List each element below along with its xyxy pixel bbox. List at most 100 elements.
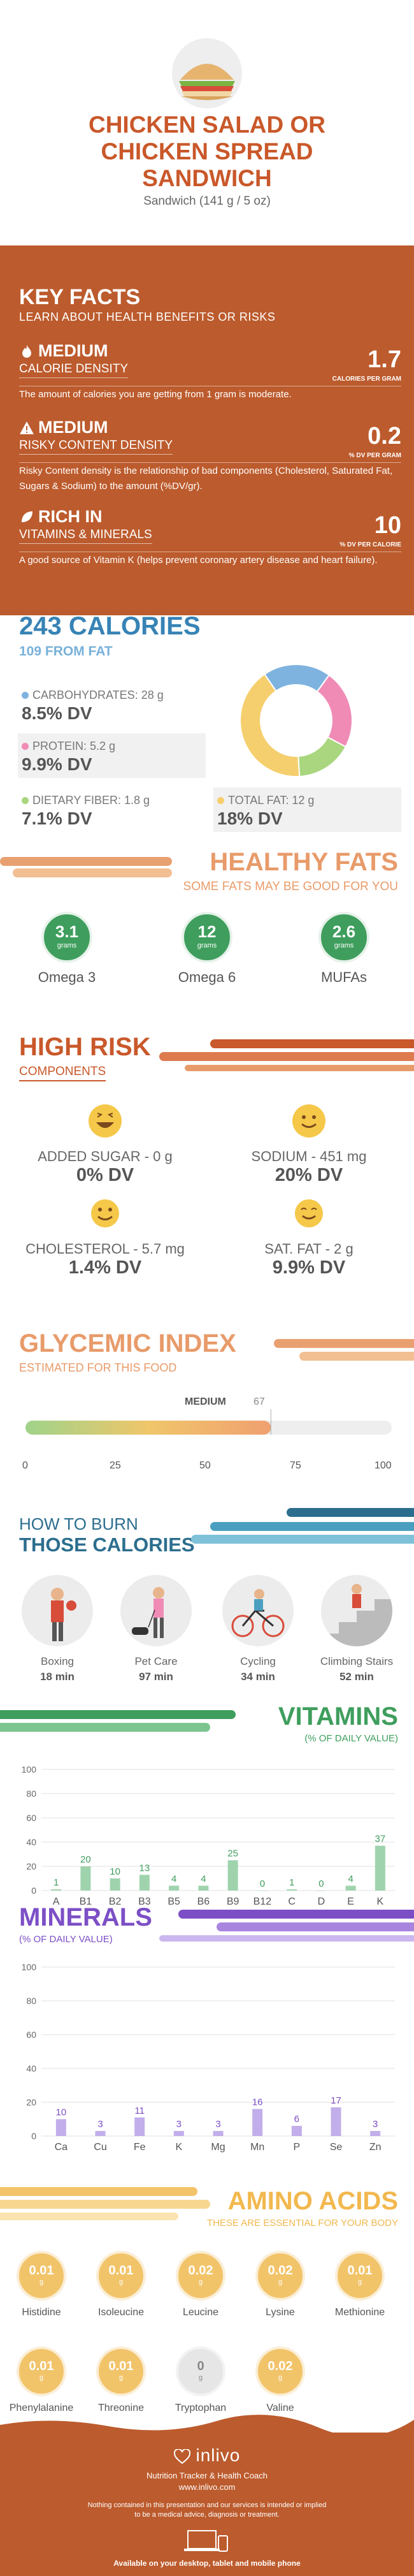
burn-time: 52 min <box>339 1671 374 1683</box>
bar-value-label: 3 <box>97 2119 103 2130</box>
risk-dv: 0% DV <box>76 1165 134 1185</box>
glycemic-ticks: 0 25 50 75 100 <box>19 1460 395 1474</box>
amino-item: 0.01 g Phenylalanine <box>6 2346 76 2414</box>
bar <box>370 2131 381 2136</box>
glycemic-title: GLYCEMIC INDEX <box>19 1329 236 1358</box>
risk-dv: 1.4% DV <box>68 1257 142 1278</box>
fat-value: 12 <box>197 922 217 941</box>
amino-label: Methionine <box>334 2307 385 2318</box>
carbs-dot-icon <box>22 692 29 699</box>
burn-label: Cycling <box>240 1655 276 1667</box>
amino-label: Isoleucine <box>97 2307 145 2318</box>
bar-value-label: 16 <box>252 2097 263 2108</box>
heart-logo-icon <box>173 2448 190 2464</box>
key-facts-subtitle: LEARN ABOUT HEALTH BENEFITS OR RISKS <box>19 311 276 323</box>
devices-icon <box>184 2530 228 2552</box>
amino-circle: 0.01 g <box>335 2251 385 2301</box>
leaf-icon <box>22 511 32 522</box>
fact-description: A good source of Vitamin K (helps preven… <box>19 555 378 566</box>
key-facts-title: KEY FACTS <box>19 285 141 309</box>
amino-label: Lysine <box>266 2307 295 2318</box>
burn-time: 34 min <box>241 1671 275 1683</box>
burn-title-a: HOW TO BURN <box>19 1514 138 1533</box>
amino-value: 0.01 <box>108 2359 134 2373</box>
bar <box>51 1889 62 1891</box>
amino-item: 0.02 g Valine <box>245 2346 315 2414</box>
page-title: CHICKEN SALAD OR CHICKEN SPREAD SANDWICH <box>0 112 414 192</box>
macro-protein: PROTEIN: 5.2 g 9.9% DV <box>18 733 206 778</box>
risk-label: CHOLESTEROL - 5.7 mg <box>25 1241 185 1257</box>
y-tick-label: 80 <box>26 1789 36 1799</box>
burn-time: 97 min <box>139 1671 173 1683</box>
fact-level: MEDIUM <box>38 341 108 360</box>
fact-vitamins-minerals: RICH IN VITAMINS & MINERALS 10 % DV PER … <box>19 507 401 568</box>
fat-dot-icon <box>217 797 224 804</box>
amino-label: Leucine <box>182 2307 219 2318</box>
vitamins-wave-decoration <box>0 1710 236 1732</box>
bar <box>169 1885 180 1891</box>
y-tick-label: 40 <box>26 1837 36 1847</box>
bar-value-label: 3 <box>373 2119 378 2130</box>
amino-unit: g <box>118 2374 124 2382</box>
fact-description: The amount of calories you are getting f… <box>19 389 292 400</box>
blushing-face-icon <box>295 1199 323 1227</box>
x-tick-label: K <box>377 1896 384 1907</box>
burn-pet-care: Pet Care 97 min <box>105 1575 207 1683</box>
calories-title: 243 CALORIES <box>19 612 201 640</box>
burn-section: HOW TO BURN THOSE CALORIES Boxing 18 min… <box>0 1508 414 1699</box>
macro-dv: 18% DV <box>217 809 283 828</box>
macro-donut-chart <box>239 664 353 777</box>
amino-value: 0.01 <box>347 2264 373 2278</box>
risk-label: SAT. FAT - 2 g <box>264 1241 353 1257</box>
bar-value-label: 0 <box>318 1878 324 1889</box>
donut-slice <box>316 674 353 748</box>
bar <box>55 2119 66 2136</box>
fact-value: 1.7 <box>368 346 401 373</box>
key-facts-wave <box>0 247 414 265</box>
bar <box>139 1875 150 1891</box>
footer: inlivo Nutrition Tracker & Health Coach … <box>0 2415 414 2576</box>
amino-unit: g <box>357 2278 362 2286</box>
amino-label: Threonine <box>97 2403 145 2413</box>
footer-url[interactable]: www.inlivo.com <box>178 2482 236 2492</box>
bar <box>198 1885 209 1891</box>
key-facts-section: KEY FACTS LEARN ABOUT HEALTH BENEFITS OR… <box>0 245 414 615</box>
amino-item: 0.01 g Methionine <box>325 2251 395 2318</box>
fact-unit: % DV PER GRAM <box>348 452 401 459</box>
title-line: SANDWICH <box>142 165 272 191</box>
amino-circle: 0.02 g <box>255 2346 305 2396</box>
healthy-fats-title: HEALTHY FATS <box>210 848 398 876</box>
fact-level: MEDIUM <box>38 418 108 437</box>
amino-circle: 0.01 g <box>17 2346 66 2396</box>
bar-value-label: 10 <box>55 2107 66 2118</box>
fact-unit: CALORIES PER GRAM <box>332 376 401 383</box>
omega6-circle: 12 grams <box>182 912 232 963</box>
burn-label: Pet Care <box>134 1655 178 1667</box>
amino-unit: g <box>278 2278 283 2286</box>
fact-level: RICH IN <box>38 507 103 526</box>
glycemic-tick: 100 <box>375 1460 392 1471</box>
x-tick-label: B5 <box>168 1896 180 1907</box>
footer-disclaimer-1: Nothing contained in this presentation a… <box>87 2501 327 2509</box>
x-tick-label: K <box>175 2142 182 2153</box>
amino-unit: g <box>198 2278 203 2286</box>
y-tick-label: 60 <box>26 2030 36 2040</box>
fact-value: 0.2 <box>368 423 401 450</box>
fat-label: MUFAs <box>320 969 368 985</box>
glycemic-level: MEDIUM <box>185 1396 226 1407</box>
title-line: CHICKEN SPREAD <box>101 138 313 165</box>
y-tick-label: 0 <box>31 1885 36 1896</box>
footer-disclaimer-2: to be a medical advice, diagnosis or tre… <box>134 2511 280 2519</box>
amino-unit: g <box>278 2374 283 2382</box>
bar <box>227 1860 238 1891</box>
x-tick-label: Mn <box>250 2142 264 2153</box>
risk-cholesterol: CHOLESTEROL - 5.7 mg 1.4% DV <box>10 1196 201 1278</box>
bar-value-label: 11 <box>134 2105 145 2116</box>
high-risk-title: HIGH RISK <box>19 1033 151 1061</box>
amino-wave-decoration <box>0 2187 210 2220</box>
omega3-circle: 3.1 grams <box>41 912 92 963</box>
amino-circle: 0.01 g <box>17 2251 66 2301</box>
x-tick-label: Mg <box>211 2142 225 2153</box>
healthy-fats-subtitle: SOME FATS MAY BE GOOD FOR YOU <box>183 880 398 893</box>
